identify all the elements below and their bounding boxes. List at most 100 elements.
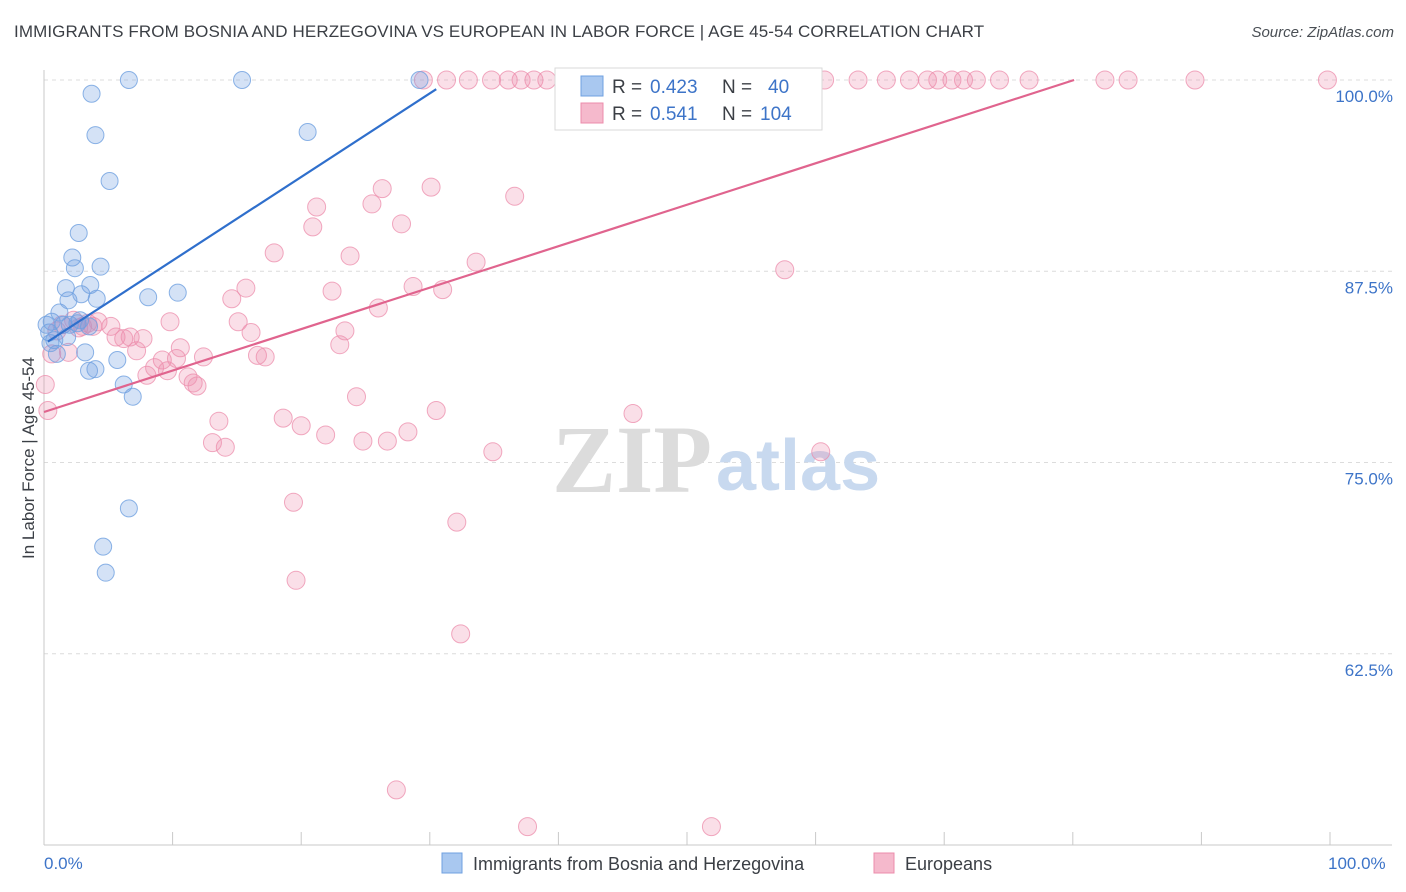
data-point-europeans <box>307 197 327 217</box>
data-point-bosnia <box>42 312 61 331</box>
data-point-europeans <box>451 624 471 644</box>
legend-r-value: 0.541 <box>650 104 698 125</box>
data-point-europeans <box>426 400 446 420</box>
data-point-europeans <box>447 512 467 532</box>
data-point-bosnia <box>233 71 252 89</box>
trend-line-europeans <box>43 78 1075 414</box>
y-tick-labels: 62.5% 75.0% 87.5% 100.0% <box>1335 87 1393 680</box>
legend-n-label: N = <box>722 77 752 98</box>
data-point-europeans <box>228 312 248 332</box>
data-point-europeans <box>928 70 948 90</box>
legend-r-value: 0.423 <box>650 77 698 98</box>
data-point-europeans <box>1185 70 1205 90</box>
data-point-europeans <box>303 217 323 237</box>
data-point-bosnia <box>108 350 127 369</box>
data-point-europeans <box>899 70 919 90</box>
axes <box>43 70 1392 846</box>
data-point-europeans <box>236 278 256 298</box>
bottom-legend-label-bosnia: Immigrants from Bosnia and Herzegovina <box>473 854 805 874</box>
data-point-bosnia <box>86 360 105 379</box>
data-point-europeans <box>58 342 78 362</box>
x-tick-label-min: 0.0% <box>44 854 83 873</box>
y-tick-label: 100.0% <box>1335 87 1393 106</box>
data-point-bosnia <box>410 71 429 89</box>
y-tick-label: 62.5% <box>1345 661 1393 680</box>
grid-lines <box>44 79 1392 655</box>
data-point-europeans <box>106 327 126 347</box>
data-point-europeans <box>876 70 896 90</box>
data-point-bosnia <box>82 84 101 103</box>
data-point-europeans <box>222 289 242 309</box>
data-point-europeans <box>458 70 478 90</box>
data-point-europeans <box>166 348 186 368</box>
data-point-europeans <box>286 570 306 590</box>
data-point-europeans <box>437 70 457 90</box>
data-point-europeans <box>518 817 538 837</box>
x-tick-marks <box>43 832 1331 845</box>
data-point-europeans <box>811 442 831 462</box>
data-point-europeans <box>35 374 55 394</box>
data-point-europeans <box>340 246 360 266</box>
data-point-europeans <box>101 316 121 336</box>
data-point-europeans <box>466 252 486 272</box>
data-point-europeans <box>170 338 190 358</box>
data-point-europeans <box>283 492 303 512</box>
data-point-europeans <box>372 179 392 199</box>
data-point-europeans <box>133 329 153 349</box>
data-point-europeans <box>183 373 203 393</box>
watermark-atlas: atlas <box>716 426 880 506</box>
data-point-europeans <box>127 341 147 361</box>
bottom-legend-label-europeans: Europeans <box>905 854 992 874</box>
data-point-europeans <box>264 243 284 263</box>
data-point-bosnia <box>91 257 110 276</box>
legend-n-label: N = <box>722 104 752 125</box>
data-point-europeans <box>1095 70 1115 90</box>
data-point-europeans <box>1118 70 1138 90</box>
chart-title: IMMIGRANTS FROM BOSNIA AND HERZEGOVINA V… <box>14 22 985 41</box>
data-point-europeans <box>623 404 643 424</box>
data-point-europeans <box>421 177 441 197</box>
data-point-europeans <box>483 442 503 462</box>
data-point-bosnia <box>47 344 66 363</box>
data-point-bosnia <box>65 259 84 278</box>
data-point-bosnia <box>119 71 138 89</box>
data-point-europeans <box>152 350 172 370</box>
data-point-europeans <box>398 422 418 442</box>
data-point-europeans <box>362 194 382 214</box>
data-point-europeans <box>392 214 412 234</box>
data-point-europeans <box>322 281 342 301</box>
y-tick-label: 87.5% <box>1345 278 1393 297</box>
legend-n-value: 104 <box>760 104 792 125</box>
data-point-bosnia <box>298 123 317 142</box>
data-point-europeans <box>88 312 108 332</box>
data-point-europeans <box>1019 70 1039 90</box>
y-axis-label: In Labor Force | Age 45-54 <box>19 357 38 559</box>
x-tick-label-max: 100.0% <box>1328 854 1386 873</box>
data-point-bosnia <box>168 283 187 302</box>
y-tick-label: 75.0% <box>1345 470 1393 489</box>
legend-swatch-blue <box>580 75 604 97</box>
data-point-europeans <box>346 387 366 407</box>
data-point-bosnia <box>100 171 119 190</box>
data-point-bosnia <box>139 288 158 307</box>
data-point-europeans <box>291 416 311 436</box>
legend-r-label: R = <box>612 77 642 98</box>
data-point-europeans <box>215 437 235 457</box>
data-point-europeans <box>775 260 795 280</box>
data-point-europeans <box>482 70 502 90</box>
data-point-europeans <box>377 431 397 451</box>
data-point-bosnia <box>96 563 115 582</box>
legend-swatch-pink <box>580 102 604 124</box>
data-point-europeans <box>316 425 336 445</box>
chart-source: Source: ZipAtlas.com <box>1251 24 1394 41</box>
data-point-europeans <box>160 312 180 332</box>
data-point-europeans <box>209 411 229 431</box>
data-point-europeans <box>353 431 373 451</box>
data-point-europeans <box>1317 70 1337 90</box>
data-point-europeans <box>942 70 962 90</box>
data-point-bosnia <box>50 303 69 322</box>
data-point-europeans <box>989 70 1009 90</box>
legend-n-value: 40 <box>768 77 789 98</box>
data-point-europeans <box>505 186 525 206</box>
